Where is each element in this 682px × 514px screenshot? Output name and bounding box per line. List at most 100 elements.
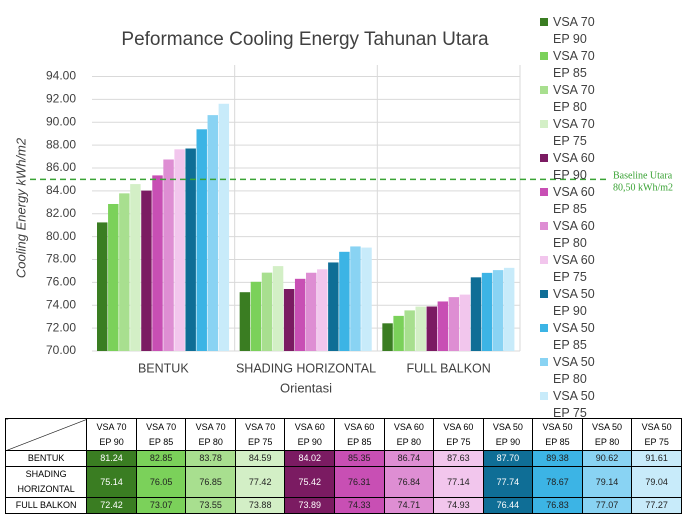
legend-label: VSA 50 EP 85 [553, 321, 595, 352]
chart-title: Peformance Cooling Energy Tahunan Utara [121, 29, 489, 50]
legend-label: VSA 50 EP 75 [553, 389, 595, 420]
bar [361, 247, 372, 351]
bar [218, 103, 230, 351]
table-header-row: VSA 70 EP 90 VSA 70 EP 85 VSA 70 EP 80 VSA … [4, 418, 682, 451]
table-cell: 87.63 [433, 450, 484, 467]
column-header: VSA 50 EP 90 [482, 418, 534, 451]
table-row: SHADING HORIZONTAL 75.14 76.05 76.85 77.42 75… [4, 466, 682, 498]
y-tick-label: 82.00 [46, 206, 76, 220]
table-cell: 87.70 [482, 450, 534, 467]
bar [119, 193, 130, 351]
legend-item: VSA 50 EP 90 [540, 286, 610, 320]
table-cell: 73.55 [185, 497, 236, 514]
x-tick-label: FULL BALKON [407, 361, 491, 375]
table-cell: 77.27 [631, 497, 682, 514]
bar [404, 310, 415, 351]
legend-item: VSA 50 EP 85 [540, 320, 610, 354]
legend-label: VSA 70 EP 90 [553, 15, 595, 46]
legend-label: VSA 60 EP 85 [553, 185, 595, 216]
legend-label: VSA 70 EP 80 [553, 83, 595, 114]
column-header: VSA 60 EP 80 [383, 418, 435, 451]
table-cell: 90.62 [581, 450, 633, 467]
bar [294, 278, 306, 351]
bar [426, 306, 438, 351]
y-axis-label: Cooling Energy kWh/m2 [13, 137, 28, 278]
legend-label: VSA 70 EP 85 [553, 49, 595, 80]
bar [470, 277, 482, 351]
bar [130, 184, 141, 351]
legend-label: VSA 70 EP 75 [553, 117, 595, 148]
table-cell: 79.04 [631, 466, 682, 498]
x-tick-label: BENTUK [138, 361, 189, 375]
bar [448, 297, 460, 351]
bar [141, 190, 152, 351]
column-header: VSA 50 EP 75 [631, 418, 682, 451]
x-axis-label: Orientasi [280, 380, 332, 395]
table-cell: 76.85 [185, 466, 236, 498]
y-tick-label: 84.00 [46, 183, 76, 197]
bar [272, 266, 284, 351]
bar [317, 269, 328, 351]
legend-label: VSA 60 EP 80 [553, 219, 595, 250]
bar [174, 149, 185, 351]
table-cell: 79.14 [581, 466, 633, 498]
legend-swatch [540, 290, 548, 298]
legend-swatch [540, 324, 548, 332]
table-cell: 75.42 [284, 466, 336, 498]
table-cell: 75.14 [86, 466, 137, 498]
legend-label: VSA 60 EP 90 [553, 151, 595, 182]
bar [459, 294, 471, 351]
legend-label: VSA 60 EP 75 [553, 253, 595, 284]
table-cell: 83.78 [185, 450, 236, 467]
bar [350, 246, 361, 351]
legend-item: VSA 60 EP 75 [540, 252, 610, 286]
column-header: VSA 70 EP 85 [135, 418, 187, 451]
bar [261, 272, 273, 351]
bar [152, 175, 163, 351]
bar [108, 203, 119, 351]
table-cell: 76.84 [383, 466, 435, 498]
legend-item: VSA 70 EP 80 [540, 82, 610, 116]
bar [185, 148, 196, 351]
table-cell: 82.85 [135, 450, 187, 467]
table-cell: 86.74 [383, 450, 435, 467]
data-table: VSA 70 EP 90 VSA 70 EP 85 VSA 70 EP 80 VSA … [4, 418, 682, 514]
y-tick-label: 92.00 [46, 91, 76, 105]
bar [481, 272, 493, 351]
bar [503, 267, 515, 351]
legend-item: VSA 70 EP 85 [540, 48, 610, 82]
row-label: SHADING HORIZONTAL [4, 466, 88, 498]
legend-swatch [540, 52, 548, 60]
legend-item: VSA 50 EP 80 [540, 354, 610, 388]
table-row: BENTUK 81.24 82.85 83.78 84.59 84.02 85.35 86.7… [4, 450, 682, 467]
column-header: VSA 50 EP 80 [581, 418, 633, 451]
bar [492, 270, 504, 351]
y-tick-label: 94.00 [46, 69, 76, 83]
legend-item: VSA 60 EP 90 [540, 150, 610, 184]
table-row: FULL BALKON 72.42 73.07 73.55 73.88 73.89 74.3… [4, 497, 682, 514]
table-cell: 76.31 [334, 466, 385, 498]
legend-swatch [540, 256, 548, 264]
column-header: VSA 60 EP 90 [284, 418, 336, 451]
table-cell: 81.24 [86, 450, 137, 467]
table-cell: 76.44 [482, 497, 534, 514]
table-cell: 78.67 [532, 466, 583, 498]
legend-item: VSA 60 EP 80 [540, 218, 610, 252]
corner-cell [4, 418, 88, 451]
y-tick-label: 88.00 [46, 137, 76, 151]
table-cell: 74.71 [383, 497, 435, 514]
legend-item: VSA 60 EP 85 [540, 184, 610, 218]
bar [415, 306, 426, 351]
table-cell: 91.61 [631, 450, 682, 467]
table-cell: 73.89 [284, 497, 336, 514]
column-header: VSA 50 EP 85 [532, 418, 583, 451]
legend-swatch [540, 392, 548, 400]
bar [283, 288, 295, 351]
row-label: BENTUK [4, 450, 88, 467]
y-tick-label: 90.00 [46, 114, 76, 128]
chart: Peformance Cooling Energy Tahunan Utara … [13, 29, 673, 395]
bar [437, 301, 449, 351]
bar [239, 292, 251, 351]
legend-item: VSA 70 EP 90 [540, 14, 610, 48]
